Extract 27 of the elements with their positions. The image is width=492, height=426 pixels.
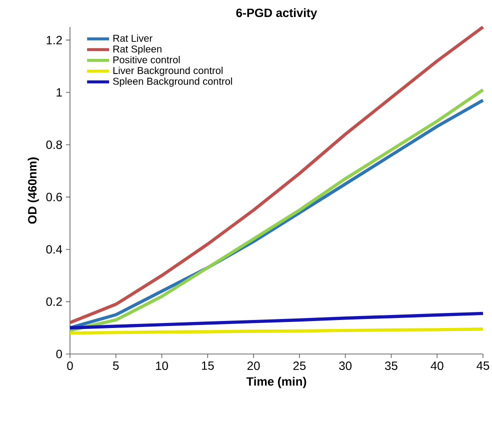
x-tick-label: 0 [67, 362, 73, 370]
legend-label: Positive control [113, 56, 180, 64]
y-tick-label: 1 [56, 88, 62, 97]
y-axis-title: OD (460nm) [28, 157, 39, 224]
y-tick-label: 0.8 [46, 140, 62, 149]
x-tick-label: 35 [385, 362, 398, 370]
x-tick-label: 10 [156, 362, 168, 370]
y-tick-label: 0.6 [46, 192, 62, 202]
x-tick-label: 25 [293, 362, 306, 370]
chart-title: 6-PGD activity [236, 8, 318, 20]
y-tick-label: 0.2 [46, 297, 62, 306]
y-tick-label: 0.4 [46, 245, 62, 254]
legend-label: Rat Spleen [113, 45, 162, 55]
x-tick-label: 15 [202, 362, 214, 370]
legend-label: Spleen Background control [113, 77, 232, 87]
x-tick-label: 20 [247, 362, 260, 370]
x-tick-label: 45 [476, 362, 490, 370]
x-tick-label: 5 [113, 362, 119, 370]
line-series [68, 25, 485, 324]
legend-label: Rat Liver [113, 34, 152, 42]
y-tick-label: 0 [56, 350, 62, 358]
x-tick-label: 30 [339, 362, 352, 370]
x-axis-title: Time (min) [246, 376, 306, 388]
x-tick-label: 40 [430, 362, 444, 370]
y-tick-label: 1.2 [46, 36, 62, 44]
line-series [68, 312, 485, 330]
legend-label: Liver Background control [113, 66, 223, 76]
